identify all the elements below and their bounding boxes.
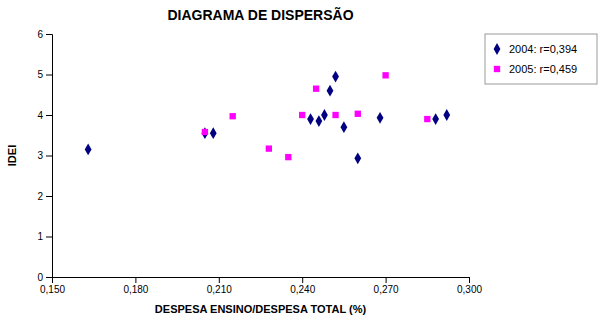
tick: 3: [37, 150, 52, 161]
tick-label: 0: [37, 272, 43, 283]
tick: 2: [37, 191, 52, 202]
title: DIAGRAMA DE DISPERSÃO: [167, 6, 353, 23]
tick-label: 0,150: [40, 284, 65, 295]
tick-label: 0,180: [123, 284, 148, 295]
tick: 0,270: [374, 277, 399, 295]
tick-mark: [302, 277, 303, 283]
tick: 0: [37, 272, 52, 283]
legend-item: 2005: r=0,459: [494, 63, 577, 75]
tick-mark: [386, 277, 387, 283]
tick-label: 3: [37, 150, 43, 161]
tick-label: 5: [37, 69, 43, 80]
legend-symbol: [494, 43, 501, 55]
legend-frame: [485, 34, 597, 84]
point: [355, 111, 361, 117]
point: [443, 109, 450, 121]
y-axis: 0 1 2 3 4 5 6: [37, 29, 52, 283]
x-axis: 0,150 0,180 0,210 0,240 0,270 0,300: [40, 277, 482, 295]
series: [202, 72, 431, 160]
x-axis-title: DESPESA ENSINO/DESPESA TOTAL (%): [155, 303, 367, 315]
point: [313, 86, 319, 92]
tick-mark: [469, 277, 470, 283]
point: [202, 129, 208, 135]
point: [230, 113, 236, 119]
y-axis-title: IDEI: [6, 145, 18, 166]
legend: 2004: r=0,394 2005: r=0,459: [485, 34, 597, 84]
tick: 5: [37, 69, 52, 80]
point: [327, 85, 334, 97]
tick-label: 0,300: [457, 284, 482, 295]
point: [432, 113, 439, 125]
tick-label: 1: [37, 231, 43, 242]
point: [315, 115, 322, 127]
tick: 6: [37, 29, 52, 40]
tick: 1: [37, 231, 52, 242]
legend-item: 2004: r=0,394: [494, 43, 578, 55]
tick-mark: [46, 196, 52, 197]
tick-label: 0,210: [207, 284, 232, 295]
point: [382, 72, 388, 78]
tick-mark: [46, 34, 52, 35]
tick-label: 0,240: [290, 284, 315, 295]
point: [332, 71, 339, 83]
points: [85, 71, 450, 165]
tick-mark: [46, 75, 52, 76]
chart: 0,150 0,180 0,210 0,240 0,270 0,300 0 1 2 3 4 5 6 DIA…: [0, 0, 609, 323]
tick-label: 0,270: [374, 284, 399, 295]
legend-label: 2004: r=0,394: [509, 43, 577, 55]
tick-mark: [135, 277, 136, 283]
axis-line: [53, 278, 470, 284]
tick-label: 4: [37, 110, 43, 121]
point: [85, 144, 92, 156]
point: [321, 109, 328, 121]
tick: 0,210: [207, 277, 232, 295]
point: [266, 145, 272, 151]
legend-label: 2005: r=0,459: [509, 63, 577, 75]
tick: 0,150: [40, 277, 65, 295]
series: [85, 71, 450, 165]
tick-label: 2: [37, 191, 43, 202]
tick-label: 6: [37, 29, 43, 40]
point: [332, 112, 338, 118]
tick-mark: [46, 237, 52, 238]
point: [424, 116, 430, 122]
tick: 0,240: [290, 277, 315, 295]
tick-mark: [46, 115, 52, 116]
point: [299, 112, 305, 118]
tick-mark: [46, 277, 52, 278]
tick: 0,180: [123, 277, 148, 295]
point: [341, 121, 348, 133]
tick-mark: [46, 156, 52, 157]
legend-symbol: [494, 66, 500, 72]
point: [377, 112, 384, 124]
point: [285, 154, 291, 160]
point: [202, 127, 209, 139]
point: [354, 152, 361, 164]
axis-line: [46, 35, 53, 278]
tick: 4: [37, 110, 52, 121]
tick-mark: [219, 277, 220, 283]
point: [307, 113, 314, 125]
point: [210, 127, 217, 139]
tick: 0,300: [457, 277, 482, 295]
plot: 0,150 0,180 0,210 0,240 0,270 0,300 0 1 2 3 4 5 6: [37, 29, 482, 295]
